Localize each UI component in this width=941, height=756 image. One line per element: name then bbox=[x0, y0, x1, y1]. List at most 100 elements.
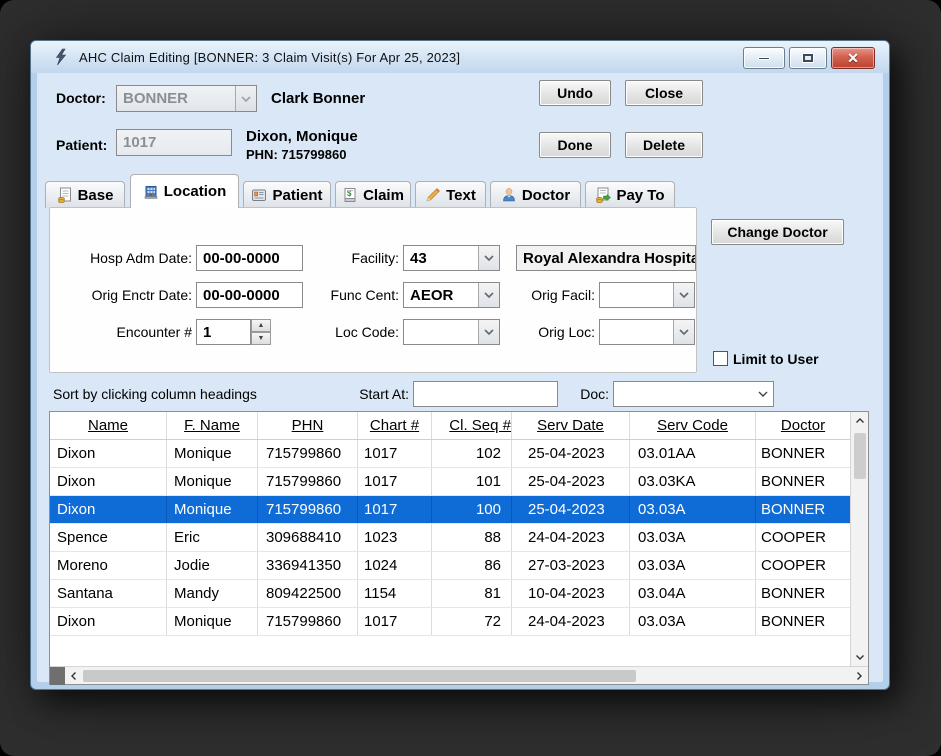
table-row[interactable]: Dixon Monique 715799860 1017 72 24-04-20… bbox=[50, 608, 850, 636]
chevron-down-icon bbox=[855, 655, 864, 660]
tab-doctor[interactable]: Doctor bbox=[490, 181, 581, 208]
delete-button[interactable]: Delete bbox=[625, 132, 703, 158]
encounter-field[interactable]: 1 bbox=[196, 319, 251, 345]
change-doctor-button[interactable]: Change Doctor bbox=[711, 219, 844, 245]
tab-payto[interactable]: Pay To bbox=[585, 181, 675, 208]
undo-button[interactable]: Undo bbox=[539, 80, 611, 106]
cell-name: Dixon bbox=[50, 496, 167, 523]
orig-loc-label: Orig Loc: bbox=[538, 324, 595, 340]
cell-chart: 1154 bbox=[358, 580, 432, 607]
table-row[interactable]: Spence Eric 309688410 1023 88 24-04-2023… bbox=[50, 524, 850, 552]
doctor-combo-dropdown[interactable] bbox=[235, 86, 256, 111]
patient-id-field[interactable]: 1017 bbox=[116, 129, 232, 156]
horizontal-scroll-thumb[interactable] bbox=[83, 669, 636, 682]
cell-clseq: 100 bbox=[432, 496, 512, 523]
tab-location[interactable]: Location bbox=[130, 174, 239, 208]
tab-patient[interactable]: Patient bbox=[243, 181, 331, 208]
scroll-right-arrow[interactable] bbox=[850, 667, 868, 685]
spinner-down-button[interactable]: ▼ bbox=[251, 332, 271, 345]
cell-name: Dixon bbox=[50, 468, 167, 495]
tab-text[interactable]: Text bbox=[415, 181, 486, 208]
column-header-fname[interactable]: F. Name bbox=[167, 412, 258, 439]
done-button[interactable]: Done bbox=[539, 132, 611, 158]
tab-base[interactable]: Base bbox=[45, 181, 125, 208]
cell-phn: 336941350 bbox=[258, 552, 358, 579]
encounter-spinner: 1 ▲ ▼ bbox=[196, 319, 271, 345]
table-row[interactable]: Dixon Monique 715799860 1017 101 25-04-2… bbox=[50, 468, 850, 496]
horizontal-scrollbar[interactable] bbox=[50, 666, 868, 685]
column-header-servdate[interactable]: Serv Date bbox=[512, 412, 630, 439]
func-cent-combo[interactable]: AEOR bbox=[403, 282, 500, 308]
cell-doctor: BONNER bbox=[761, 473, 826, 490]
cell-name: Santana bbox=[50, 580, 167, 607]
cell-name: Spence bbox=[50, 524, 167, 551]
column-header-name[interactable]: Name bbox=[50, 412, 167, 439]
facility-dropdown[interactable] bbox=[478, 246, 499, 270]
table-row[interactable]: Santana Mandy 809422500 1154 81 10-04-20… bbox=[50, 580, 850, 608]
vertical-scroll-thumb[interactable] bbox=[853, 433, 866, 479]
tab-text-label: Text bbox=[446, 186, 476, 204]
building-icon bbox=[143, 184, 159, 200]
column-header-chart[interactable]: Chart # bbox=[358, 412, 432, 439]
scroll-left-arrow[interactable] bbox=[65, 667, 83, 685]
cell-chart: 1023 bbox=[358, 524, 432, 551]
chevron-right-icon bbox=[857, 671, 862, 680]
cell-doctor: COOPER bbox=[761, 529, 827, 546]
doctor-combo[interactable]: BONNER bbox=[116, 85, 257, 112]
tab-claim-label: Claim bbox=[363, 186, 404, 204]
encounter-label: Encounter # bbox=[116, 324, 193, 340]
column-header-doctor[interactable]: Doctor bbox=[780, 417, 826, 434]
column-header-clseq[interactable]: Cl. Seq # bbox=[432, 412, 512, 439]
close-window-button[interactable]: ✕ bbox=[831, 47, 875, 69]
table-row-selected[interactable]: Dixon Monique 715799860 1017 100 25-04-2… bbox=[50, 496, 850, 524]
patient-phn: PHN: 715799860 bbox=[246, 147, 347, 162]
limit-to-user-checkbox[interactable] bbox=[713, 351, 728, 366]
cell-doctor: BONNER bbox=[761, 501, 826, 518]
cell-fname: Mandy bbox=[167, 580, 258, 607]
column-header-phn[interactable]: PHN bbox=[258, 412, 358, 439]
orig-loc-dropdown[interactable] bbox=[673, 320, 694, 344]
orig-facil-dropdown[interactable] bbox=[673, 283, 694, 307]
doctor-label: Doctor: bbox=[56, 90, 106, 106]
func-cent-dropdown[interactable] bbox=[478, 283, 499, 307]
vertical-scrollbar[interactable] bbox=[850, 412, 868, 666]
chevron-down-icon bbox=[241, 95, 251, 102]
table-row[interactable]: Moreno Jodie 336941350 1024 86 27-03-202… bbox=[50, 552, 850, 580]
cell-fname: Eric bbox=[167, 524, 258, 551]
cell-fname: Monique bbox=[167, 496, 258, 523]
tab-claim[interactable]: $ Claim bbox=[335, 181, 411, 208]
hosp-adm-date-field[interactable]: 00-00-0000 bbox=[196, 245, 303, 271]
orig-enctr-date-field[interactable]: 00-00-0000 bbox=[196, 282, 303, 308]
maximize-button[interactable] bbox=[789, 47, 827, 69]
cell-servcode: 03.03A bbox=[630, 524, 756, 551]
minimize-button[interactable] bbox=[743, 47, 785, 69]
loc-code-dropdown[interactable] bbox=[478, 320, 499, 344]
cell-clseq: 88 bbox=[432, 524, 512, 551]
cell-servcode: 03.03A bbox=[630, 496, 756, 523]
close-button[interactable]: Close bbox=[625, 80, 703, 106]
loc-code-combo[interactable] bbox=[403, 319, 500, 345]
cell-chart: 1024 bbox=[358, 552, 432, 579]
chevron-down-icon bbox=[758, 391, 767, 397]
cell-phn: 715799860 bbox=[258, 440, 358, 467]
doc-combo[interactable] bbox=[613, 381, 774, 407]
scroll-down-arrow[interactable] bbox=[851, 648, 869, 666]
person-icon bbox=[501, 187, 517, 203]
scroll-gripper[interactable] bbox=[50, 666, 65, 685]
table-empty-area bbox=[50, 636, 850, 666]
chevron-down-icon bbox=[679, 329, 689, 336]
orig-loc-combo[interactable] bbox=[599, 319, 695, 345]
orig-facil-combo[interactable] bbox=[599, 282, 695, 308]
scroll-up-arrow[interactable] bbox=[851, 412, 869, 430]
cell-name: Moreno bbox=[50, 552, 167, 579]
start-at-input[interactable] bbox=[413, 381, 558, 407]
cell-doctor: BONNER bbox=[761, 585, 826, 602]
doctor-combo-value: BONNER bbox=[123, 90, 189, 107]
facility-combo[interactable]: 43 bbox=[403, 245, 500, 271]
cell-fname: Monique bbox=[167, 468, 258, 495]
table-row[interactable]: Dixon Monique 715799860 1017 102 25-04-2… bbox=[50, 440, 850, 468]
doc-dropdown[interactable] bbox=[752, 382, 773, 406]
tab-patient-label: Patient bbox=[272, 186, 323, 204]
spinner-up-button[interactable]: ▲ bbox=[251, 319, 271, 332]
column-header-servcode[interactable]: Serv Code bbox=[630, 412, 756, 439]
